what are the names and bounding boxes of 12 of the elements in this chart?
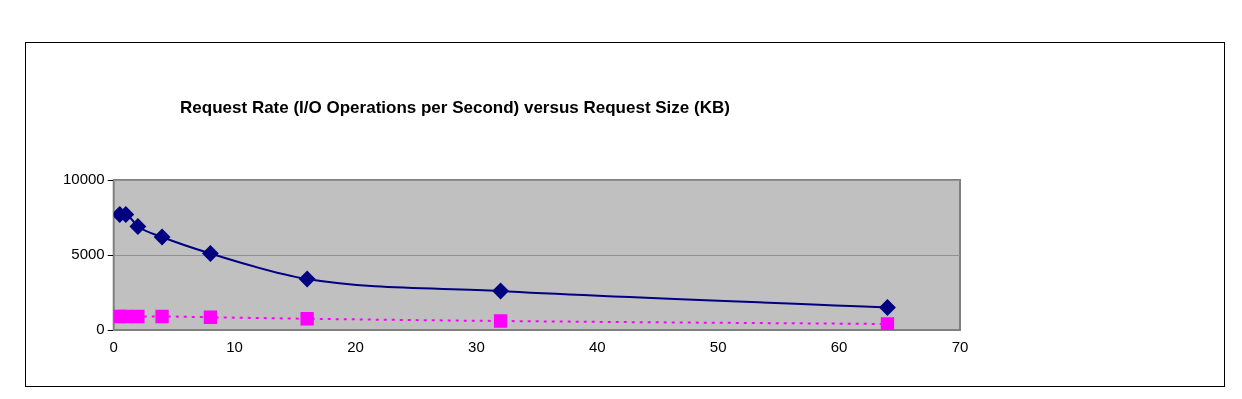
- x-tick-label: 40: [588, 338, 606, 356]
- x-tick-label: 50: [709, 338, 727, 356]
- x-tick-label: 10: [226, 338, 243, 356]
- y-tick-label: 0: [96, 320, 105, 338]
- chart-title: Request Rate (I/O Operations per Second) versus Request Size (KB): [179, 98, 731, 118]
- y-tick-label: 10000: [62, 170, 105, 188]
- x-tick-label: 20: [347, 338, 364, 356]
- x-tick-label: 0: [109, 338, 118, 356]
- x-tick-label: 70: [951, 338, 969, 356]
- y-tick-label: 5000: [71, 245, 105, 263]
- x-tick-label: 60: [830, 338, 848, 356]
- x-tick-label: 30: [468, 338, 485, 356]
